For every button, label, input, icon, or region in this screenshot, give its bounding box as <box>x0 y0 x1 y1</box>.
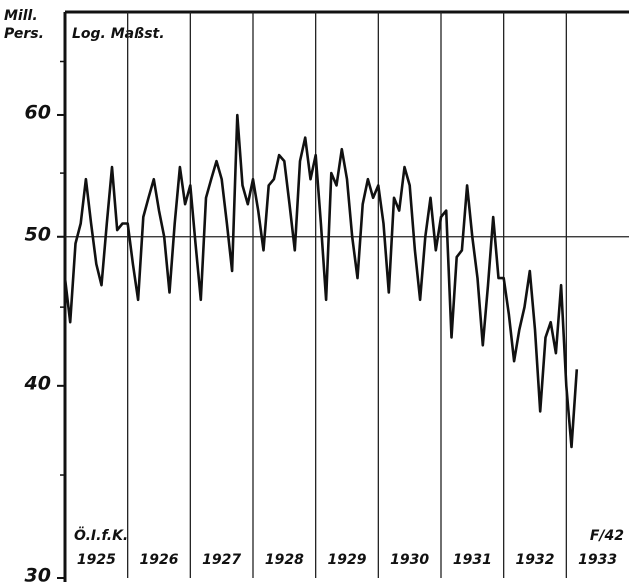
y-tick-label: 40 <box>24 372 51 394</box>
y-tick-label: 50 <box>25 223 51 245</box>
x-tick-label: 1926 <box>140 552 179 568</box>
figure-id: F/42 <box>590 528 624 544</box>
x-tick-label: 1925 <box>77 552 116 568</box>
x-tick-label: 1930 <box>390 552 429 568</box>
x-tick-label: 1932 <box>516 552 555 568</box>
x-tick-label: 1928 <box>265 552 304 568</box>
y-tick-label: 30 <box>25 565 51 582</box>
data-line <box>63 113 579 449</box>
x-tick-label: 1927 <box>202 552 241 568</box>
x-tick-label: 1931 <box>453 552 492 568</box>
y-tick-label: 60 <box>25 101 51 123</box>
x-tick-label: 1929 <box>328 552 367 568</box>
source: Ö.I.f.K. <box>74 526 128 544</box>
x-tick-label: 1933 <box>578 552 617 568</box>
y-unit-label: Mill. Pers. <box>4 8 44 42</box>
scale-note: Log. Maßst. <box>72 26 165 42</box>
